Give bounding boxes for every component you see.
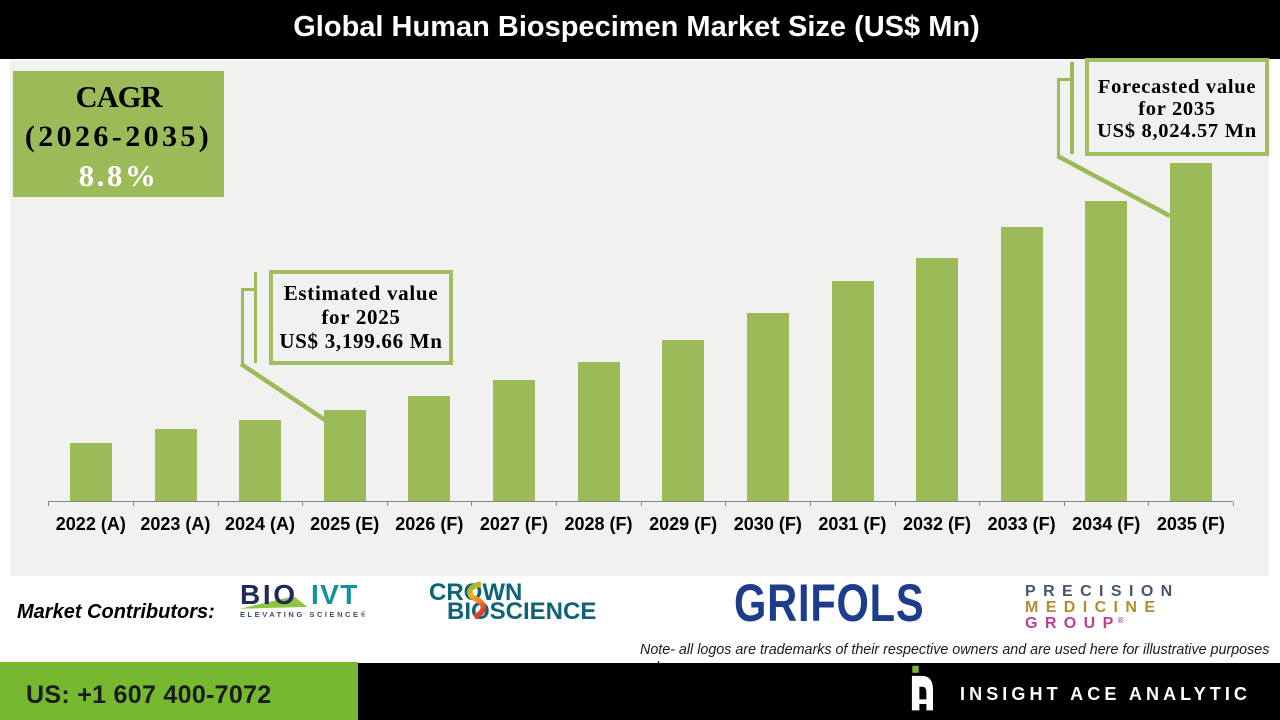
svg-text:BIO: BIO bbox=[240, 579, 298, 610]
svg-text:BIOSCIENCE: BIOSCIENCE bbox=[447, 598, 596, 622]
svg-text:ELEVATING SCIENCE®: ELEVATING SCIENCE® bbox=[240, 610, 365, 619]
svg-text:IVT: IVT bbox=[311, 579, 359, 610]
